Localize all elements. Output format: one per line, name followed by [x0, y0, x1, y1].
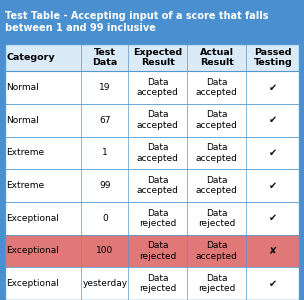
Bar: [5, 267, 299, 300]
Text: 100: 100: [96, 247, 113, 256]
Bar: [5, 44, 299, 300]
Bar: [5, 202, 299, 235]
Text: Data
accepted: Data accepted: [137, 78, 179, 97]
Text: Exceptional: Exceptional: [6, 247, 59, 256]
Text: Normal: Normal: [6, 116, 39, 124]
Bar: [0, 0, 304, 44]
Text: Exceptional: Exceptional: [6, 214, 59, 223]
Text: Data
accepted: Data accepted: [196, 143, 238, 163]
Text: Passed
Testing: Passed Testing: [254, 48, 292, 67]
Text: Data
accepted: Data accepted: [137, 110, 179, 130]
Text: 19: 19: [99, 83, 111, 92]
Bar: [5, 71, 299, 104]
Text: Data
rejected: Data rejected: [139, 241, 177, 261]
Text: 1: 1: [102, 148, 108, 157]
Text: 0: 0: [102, 214, 108, 223]
Text: ✔: ✔: [269, 148, 277, 158]
Text: ✔: ✔: [269, 279, 277, 289]
Text: Normal: Normal: [6, 83, 39, 92]
Text: ✔: ✔: [269, 115, 277, 125]
Text: ✔: ✔: [269, 181, 277, 190]
Text: Data
rejected: Data rejected: [139, 208, 177, 228]
Text: Exceptional: Exceptional: [6, 279, 59, 288]
Text: Data
accepted: Data accepted: [196, 241, 238, 261]
Text: Data
accepted: Data accepted: [196, 176, 238, 195]
Text: Data
accepted: Data accepted: [137, 176, 179, 195]
Text: Category: Category: [6, 53, 55, 62]
Text: Data
rejected: Data rejected: [139, 274, 177, 293]
Text: Data
accepted: Data accepted: [137, 143, 179, 163]
Text: Test Table - Accepting input of a score that falls
between 1 and 99 inclusive: Test Table - Accepting input of a score …: [5, 11, 268, 33]
Text: Data
rejected: Data rejected: [198, 274, 236, 293]
Bar: [5, 235, 299, 267]
Text: Data
rejected: Data rejected: [198, 208, 236, 228]
Bar: [5, 169, 299, 202]
Text: Extreme: Extreme: [6, 148, 44, 157]
Text: ✔: ✔: [269, 82, 277, 92]
Text: Data
accepted: Data accepted: [196, 110, 238, 130]
Text: ✔: ✔: [269, 213, 277, 223]
Text: Actual
Result: Actual Result: [200, 48, 234, 67]
Bar: [5, 104, 299, 136]
Text: 99: 99: [99, 181, 111, 190]
Text: Expected
Result: Expected Result: [133, 48, 182, 67]
Bar: [5, 44, 299, 71]
Text: Extreme: Extreme: [6, 181, 44, 190]
Text: ✘: ✘: [269, 246, 277, 256]
Text: Test
Data: Test Data: [92, 48, 117, 67]
Text: Data
accepted: Data accepted: [196, 78, 238, 97]
Text: 67: 67: [99, 116, 111, 124]
Text: yesterday: yesterday: [82, 279, 127, 288]
Bar: [5, 136, 299, 169]
